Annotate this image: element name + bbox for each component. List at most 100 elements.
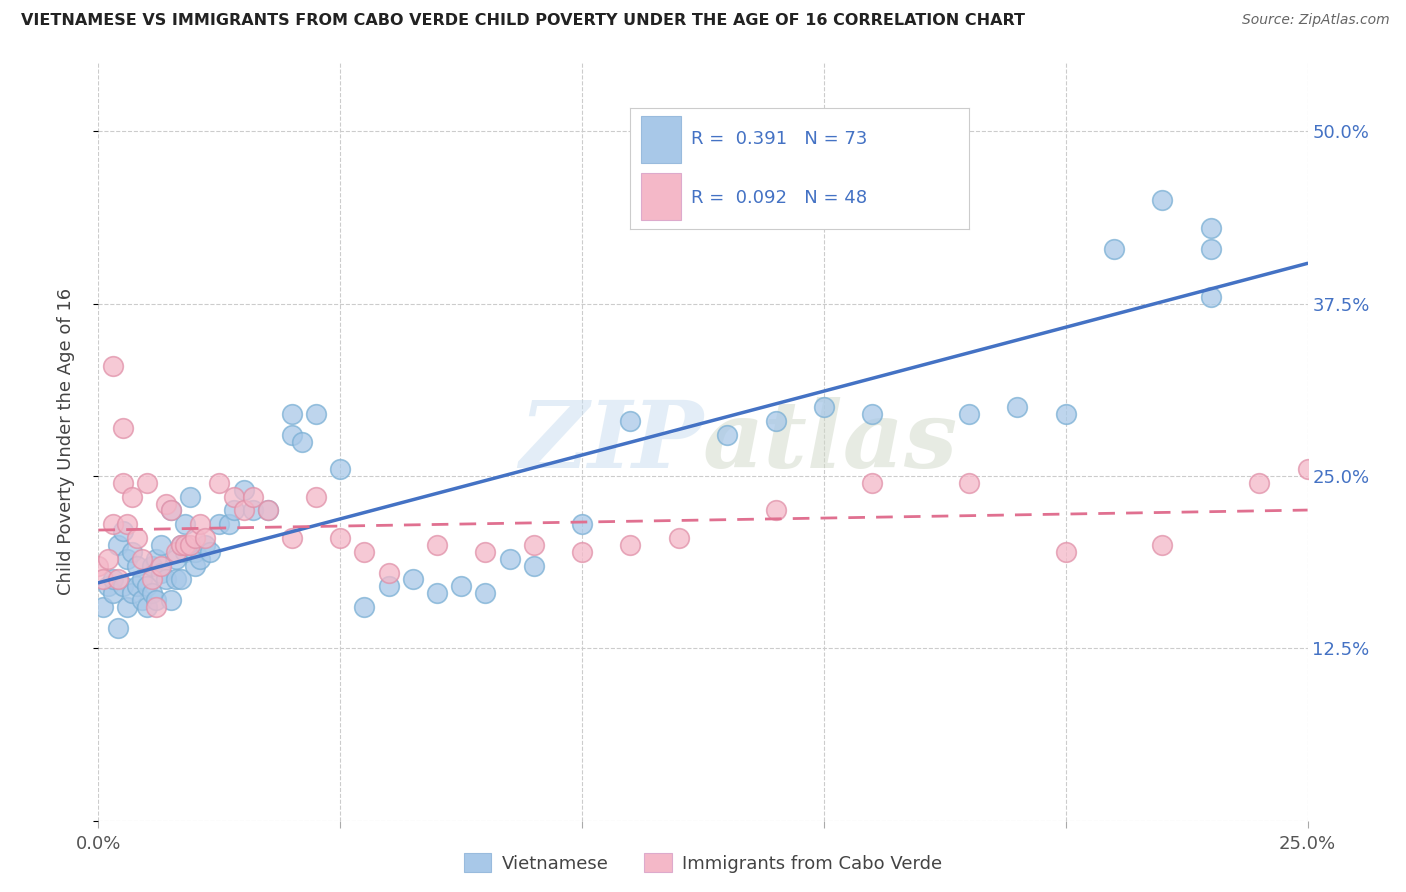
Point [160,593,183,607]
Point [402,573,425,587]
Point [121,545,143,559]
Point [571,517,593,532]
Point [165,545,187,559]
Point [619,414,641,428]
Point [194,531,217,545]
Point [1007,400,1029,414]
Point [256,503,278,517]
Point [91,599,114,614]
Point [232,483,254,497]
Point [135,599,157,614]
Point [668,531,690,545]
Point [184,558,207,573]
Point [111,524,134,538]
Point [353,545,375,559]
Point [1152,194,1174,208]
Point [668,179,690,194]
Point [117,599,139,614]
Point [174,545,197,559]
Point [145,599,167,614]
Point [131,593,153,607]
Point [957,407,980,421]
Point [957,475,980,490]
Point [87,558,110,573]
Point [91,573,114,587]
Point [377,566,399,580]
Point [281,427,304,442]
Point [117,551,139,566]
Point [716,427,738,442]
Text: Source: ZipAtlas.com: Source: ZipAtlas.com [1241,13,1389,28]
Point [208,475,231,490]
Point [150,558,173,573]
Point [198,545,221,559]
Point [141,573,163,587]
Point [188,551,211,566]
Point [101,517,124,532]
Point [135,475,157,490]
Point [208,517,231,532]
Point [169,538,191,552]
Point [474,545,496,559]
Text: atlas: atlas [703,397,959,486]
Point [329,531,352,545]
Point [141,558,163,573]
Point [305,407,328,421]
Point [222,490,245,504]
Point [218,517,240,532]
Point [222,503,245,517]
Point [1054,545,1077,559]
Point [127,558,149,573]
Point [290,434,312,449]
Point [619,538,641,552]
Point [860,407,883,421]
Point [179,538,201,552]
Point [353,599,375,614]
Point [426,586,449,600]
Point [121,490,143,504]
Point [184,545,207,559]
Point [281,407,304,421]
Point [450,579,472,593]
Point [1199,220,1222,235]
Point [1199,242,1222,256]
Point [165,573,187,587]
Point [97,579,120,593]
Point [160,503,183,517]
Point [242,503,264,517]
Legend: Vietnamese, Immigrants from Cabo Verde: Vietnamese, Immigrants from Cabo Verde [457,846,949,880]
Point [1054,407,1077,421]
Point [523,538,546,552]
Point [1296,462,1319,476]
Point [131,551,153,566]
Point [101,573,124,587]
Point [329,462,352,476]
Point [150,566,173,580]
Point [101,359,124,373]
Point [281,531,304,545]
Point [141,586,163,600]
Point [127,579,149,593]
Point [1199,290,1222,304]
Point [256,503,278,517]
Point [111,421,134,435]
Point [426,538,449,552]
Point [165,551,187,566]
Point [127,531,149,545]
Point [571,545,593,559]
Point [107,621,129,635]
Point [97,551,120,566]
Point [184,531,207,545]
Point [111,475,134,490]
Point [155,497,177,511]
Text: VIETNAMESE VS IMMIGRANTS FROM CABO VERDE CHILD POVERTY UNDER THE AGE OF 16 CORRE: VIETNAMESE VS IMMIGRANTS FROM CABO VERDE… [21,13,1025,29]
Point [474,586,496,600]
Point [305,490,328,504]
Point [232,503,254,517]
Point [1102,242,1125,256]
Point [117,517,139,532]
Point [101,586,124,600]
Point [174,517,197,532]
Point [813,400,835,414]
Point [150,538,173,552]
